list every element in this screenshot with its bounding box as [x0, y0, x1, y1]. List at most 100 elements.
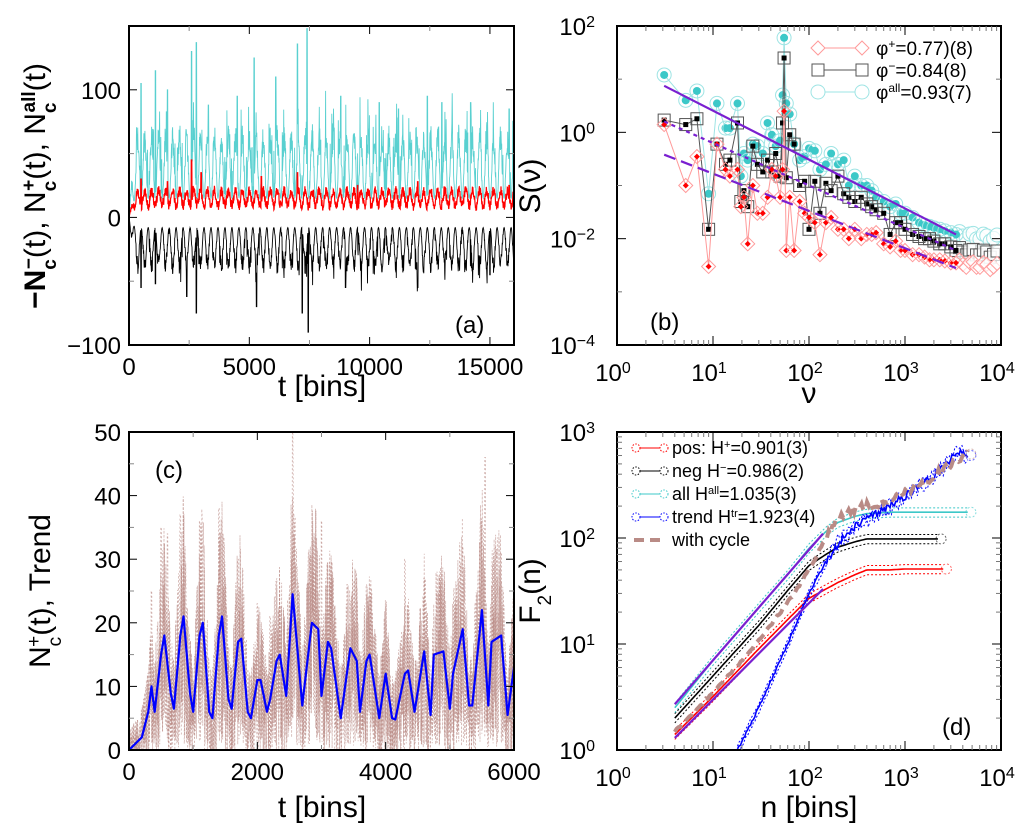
marker-square-fill — [806, 226, 812, 232]
panel-d-series-group — [673, 444, 977, 750]
marker-diamond — [764, 161, 780, 178]
x-tick-label: 103 — [883, 765, 919, 793]
marker-circle-fill — [850, 172, 859, 181]
panel-a-ylabel: −Nc−(t), Nc+(t), Ncall(t) — [19, 63, 61, 309]
x-tick-label: 6000 — [487, 759, 540, 786]
y-tick-label: 10−4 — [550, 333, 595, 361]
marker-circle-fill — [753, 142, 762, 151]
marker-square-fill — [902, 226, 908, 232]
panel-b-ticks: 100 101 102 103 104 10−4 10−2 100 102 — [550, 14, 1015, 388]
marker-diamond-fill — [781, 108, 788, 115]
panel-c-series-group — [129, 432, 514, 750]
marker-square — [769, 146, 783, 160]
panel-c-ticks: 0 2000 4000 6000 0 10 20 30 40 50 — [94, 420, 540, 786]
legend-circle-marker — [810, 84, 826, 100]
legend-entry-label: φall=0.93(7) — [876, 81, 972, 104]
x-tick-label: 104 — [979, 360, 1015, 388]
marker-diamond-fill — [801, 210, 808, 217]
marker-circle — [730, 95, 746, 111]
marker-square-fill — [922, 236, 928, 242]
marker-diamond — [656, 116, 672, 133]
marker-square — [898, 222, 912, 236]
marker-square-fill — [791, 141, 797, 147]
legend-square-marker — [811, 63, 825, 77]
x-tick-label: 101 — [691, 765, 727, 793]
marker-diamond-fill — [783, 247, 790, 254]
marker-circle — [823, 145, 839, 161]
marker-square — [808, 174, 822, 188]
marker-square-fill — [881, 210, 887, 216]
series-line-all — [674, 507, 968, 704]
marker-circle — [760, 115, 776, 131]
marker-circle — [888, 196, 904, 212]
marker-square — [944, 240, 958, 254]
x-tick-label: 102 — [787, 765, 823, 793]
marker-square — [702, 222, 716, 236]
series-end-marker — [940, 563, 952, 575]
legend-entry-label: all Hall=1.035(3) — [672, 484, 797, 504]
x-tick-label: 2000 — [231, 759, 284, 786]
marker-square — [690, 112, 704, 126]
marker-circle — [807, 143, 823, 159]
legend-entry-label: with cycle — [671, 530, 750, 550]
fit-line — [663, 84, 957, 236]
x-tick-label: 101 — [691, 360, 727, 388]
marker-diamond — [733, 198, 749, 215]
marker-square-fill — [937, 241, 943, 247]
marker-diamond — [689, 148, 705, 165]
x-tick-label: 4000 — [359, 759, 412, 786]
marker-square — [746, 139, 760, 153]
legend-marker — [631, 512, 641, 522]
series-line-all — [674, 516, 968, 714]
marker-diamond — [847, 221, 863, 238]
x-tick-label: 0 — [122, 759, 135, 786]
marker-diamond — [729, 161, 746, 178]
fit-line — [663, 153, 957, 270]
y-tick-label: 10 — [94, 674, 121, 701]
marker-diamond-fill — [791, 247, 798, 254]
marker-diamond-fill — [734, 166, 741, 173]
series-line-with-cycle — [673, 449, 970, 733]
x-tick-label: 0 — [122, 354, 135, 381]
marker-circle-fill — [736, 172, 745, 181]
legend-entry-label: pos: H+=0.901(3) — [672, 438, 808, 458]
marker-square-fill — [953, 247, 959, 253]
panel-d: 100 101 102 103 104 100 101 102 103 pos: H+=0.90… — [514, 420, 1015, 825]
marker-diamond — [786, 242, 802, 259]
legend-square-marker — [855, 63, 869, 77]
marker-circle-fill — [782, 99, 791, 108]
panel-b-plot-area — [656, 30, 1001, 278]
panel-b-ylabel: S(ν) — [514, 159, 547, 214]
marker-square-fill — [765, 157, 771, 163]
marker-circle — [709, 95, 725, 111]
marker-square — [723, 153, 737, 167]
marker-square-fill — [773, 150, 779, 156]
marker-diamond-fill — [722, 166, 729, 173]
marker-diamond — [709, 136, 725, 152]
legend-entry-label: trend Htr=1.923(4) — [672, 507, 815, 527]
marker-square — [869, 203, 883, 217]
marker-square-fill — [723, 161, 729, 167]
marker-diamond-fill — [887, 243, 894, 250]
x-tick-label: 5000 — [223, 354, 276, 381]
marker-square-fill — [873, 207, 879, 213]
x-tick-label: 15000 — [457, 354, 524, 381]
marker-diamond — [776, 103, 792, 119]
x-tick-label: 103 — [883, 360, 919, 388]
marker-circle-fill — [712, 99, 721, 108]
legend-entry-label: φ−=0.84(8) — [876, 59, 967, 82]
panel-a-plot-area — [129, 28, 514, 333]
marker-square-fill — [817, 210, 823, 216]
panel-d-plot-area — [673, 444, 977, 750]
y-tick-label: 100 — [559, 120, 595, 148]
series-end-marker — [965, 506, 977, 518]
marker-square-fill — [787, 132, 793, 138]
marker-square-fill — [661, 117, 667, 123]
marker-circle-fill — [785, 110, 794, 119]
y-tick-label: 100 — [81, 78, 121, 105]
marker-square-fill — [760, 169, 766, 175]
marker-diamond-fill — [737, 203, 744, 210]
marker-diamond-fill — [834, 226, 841, 233]
marker-circle-fill — [692, 86, 701, 95]
